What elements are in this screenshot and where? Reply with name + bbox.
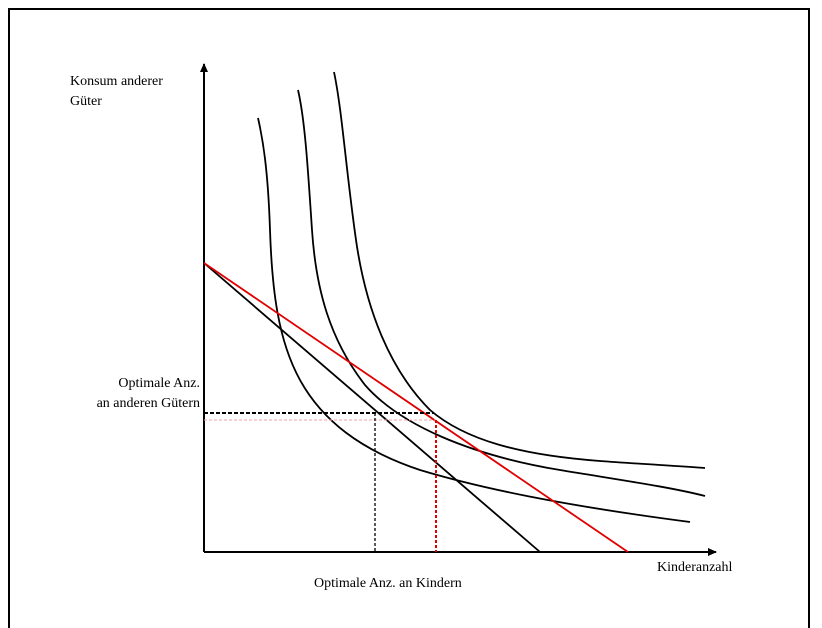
optimal-goods-label-line2: an anderen Gütern (96, 396, 200, 411)
y-axis-label: Konsum anderer Güter (70, 72, 163, 112)
y-axis-label-line1: Konsum anderer (70, 74, 163, 89)
budget-line-original (203, 262, 541, 553)
y-axis-label-line2: Güter (70, 94, 102, 109)
optimal-goods-label: Optimale Anz. an anderen Gütern (50, 374, 200, 414)
figure-frame (8, 8, 810, 628)
x-axis-label: Kinderanzahl (657, 560, 733, 575)
indifference-curve-2 (297, 89, 706, 497)
optimal-children-label: Optimale Anz. an Kindern (314, 576, 462, 591)
indifference-curve-3 (333, 71, 706, 469)
indifference-curve-1 (257, 117, 691, 523)
budget-line-new (203, 262, 629, 553)
optimal-goods-label-line1: Optimale Anz. (118, 376, 200, 391)
